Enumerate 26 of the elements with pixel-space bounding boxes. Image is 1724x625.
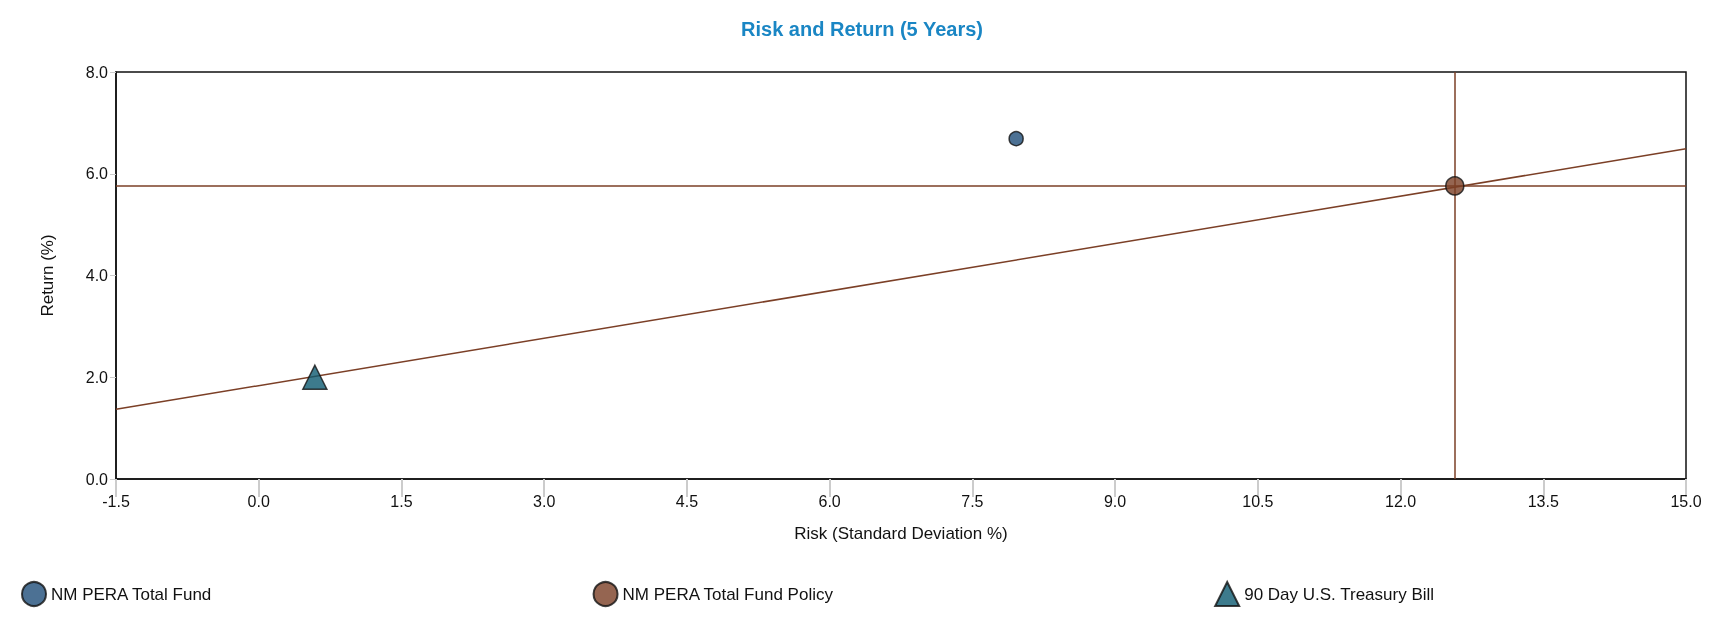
y-tick-label: 6.0 <box>85 165 109 183</box>
x-tick-label: 15.0 <box>1670 492 1702 510</box>
x-tick-label: 10.5 <box>1242 492 1274 510</box>
x-tick-label: 12.0 <box>1384 492 1417 510</box>
point <box>302 364 328 390</box>
x-tick-label: 4.5 <box>675 492 699 510</box>
y-tick-label: 8.0 <box>85 63 109 81</box>
y-tick-label: 0.0 <box>85 470 109 488</box>
x-tick-label: 1.5 <box>390 492 413 510</box>
x-tick-label: 0.0 <box>247 492 270 510</box>
y-tick-label: 2.0 <box>85 368 109 386</box>
chart-title: Risk and Return (5 Years) <box>741 18 983 40</box>
point <box>1445 176 1465 196</box>
x-tick-label: -1.5 <box>102 492 130 510</box>
y-tick-label: 4.0 <box>85 267 109 284</box>
legend-label: NM PERA Total Fund Policy <box>622 584 834 604</box>
x-tick-label: 6.0 <box>818 492 841 510</box>
y-axis-title: Return (%) <box>38 234 57 317</box>
legend-label: NM PERA Total Fund <box>51 584 212 604</box>
legend-label: 90 Day U.S. Treasury Bill <box>1244 584 1435 604</box>
point <box>1008 130 1024 147</box>
x-tick-label: 9.0 <box>1103 492 1127 510</box>
x-tick-label: 13.5 <box>1527 492 1559 510</box>
x-axis-title: Risk (Standard Deviation %) <box>794 524 1008 543</box>
x-tick-label: 7.5 <box>961 492 984 510</box>
x-tick-label: 3.0 <box>533 492 556 510</box>
